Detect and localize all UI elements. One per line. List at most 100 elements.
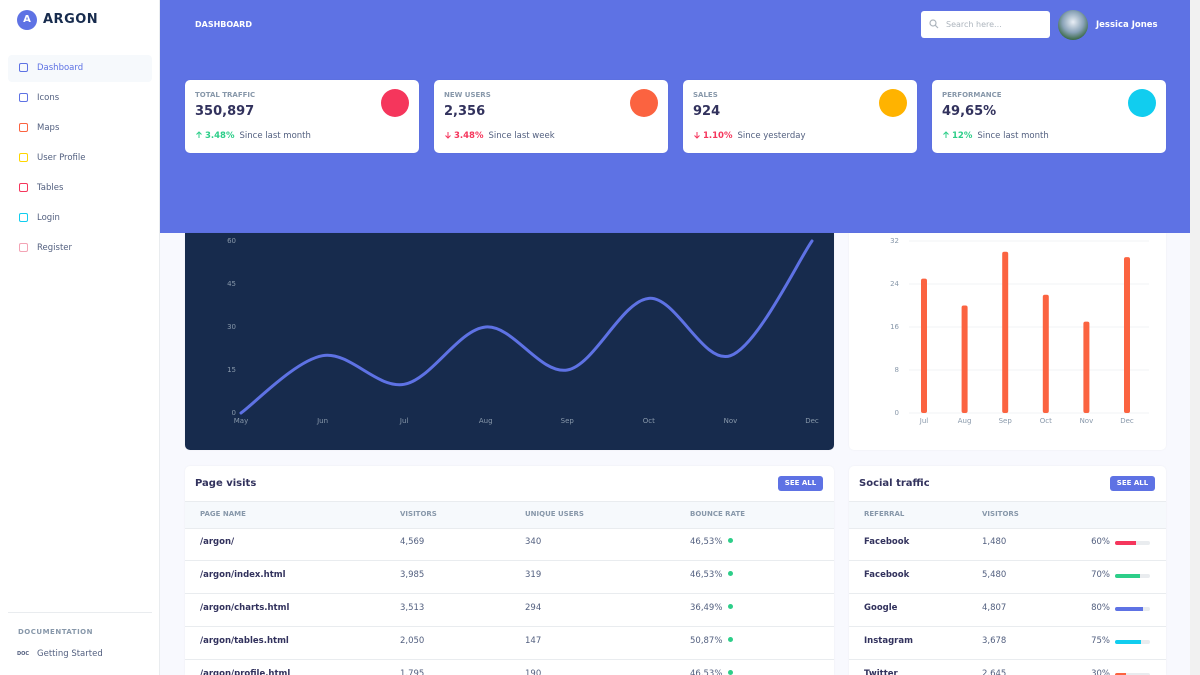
nav-label: User Profile — [37, 153, 86, 163]
line-chart: 0 15 30 45 60 May Jun Jul Aug Sep Oct Nov Dec — [227, 237, 819, 425]
trend-arrow — [694, 132, 700, 139]
x-tick-label: Aug — [479, 417, 493, 425]
table-cell: 46,53% — [690, 669, 734, 675]
nav-item[interactable]: Icons — [8, 85, 152, 112]
y-tick-label: 60 — [227, 237, 236, 245]
cell-text: /argon/tables.html — [200, 636, 289, 646]
progress-track — [1115, 574, 1150, 578]
stat-value: 49,65% — [942, 104, 997, 119]
user-name[interactable]: Jessica Jones — [1096, 20, 1158, 30]
x-tick-label: Jun — [316, 417, 328, 425]
visitors: 4,807 — [982, 603, 1007, 613]
avatar[interactable] — [1058, 10, 1088, 40]
table-cell: 3,985 — [400, 570, 424, 580]
stat-card: SALES 924 1.10% Since yesterday — [683, 80, 917, 153]
y-tick-label: 0 — [895, 409, 899, 417]
visitors: 2,645 — [982, 669, 1007, 675]
cell-text: 319 — [525, 570, 542, 580]
scrollbar[interactable] — [1190, 0, 1200, 675]
line-series — [239, 239, 814, 415]
stat-change: 1.10% Since yesterday — [693, 131, 805, 141]
table-cell: /argon/ — [200, 537, 234, 547]
status-dot — [728, 604, 734, 609]
trend-arrow — [196, 131, 202, 138]
bar — [1002, 251, 1009, 413]
docs-link[interactable]: Getting Started — [37, 649, 103, 659]
row-divider — [185, 560, 834, 561]
bar — [1042, 294, 1049, 413]
y-tick-label: 45 — [227, 280, 236, 288]
nav-label: Maps — [37, 123, 60, 133]
nav-item[interactable]: Maps — [8, 115, 152, 142]
referral: Instagram — [864, 636, 913, 646]
stat-note: Since last week — [488, 131, 555, 141]
table-cell: 190 — [525, 669, 541, 675]
stat-value: 2,356 — [444, 104, 486, 119]
row-divider — [185, 626, 834, 627]
docs-heading: DOCUMENTATION — [18, 628, 93, 636]
progress-bar — [1115, 574, 1140, 578]
cell-text: /argon/index.html — [200, 570, 286, 580]
social-traffic-card: Social traffic SEE ALL REFERRAL VISITORS Fac… — [849, 466, 1166, 675]
arrow — [196, 131, 202, 138]
table-cell: /argon/tables.html — [200, 636, 289, 646]
share-label: 80% — [1091, 603, 1110, 613]
brand[interactable]: ARGON — [43, 12, 99, 27]
search-icon — [929, 19, 939, 29]
stat-title: PERFORMANCE — [942, 91, 1002, 99]
stat-icon — [879, 89, 907, 117]
x-tick-label: Aug — [958, 417, 972, 425]
stat-change-value: 12% — [952, 131, 973, 141]
row-divider — [849, 626, 1166, 627]
column-header: VISITORS — [982, 510, 1019, 518]
table-cell: 2,050 — [400, 636, 424, 646]
row-divider — [849, 593, 1166, 594]
table-header: REFERRAL VISITORS — [849, 501, 1166, 529]
see-all-button[interactable]: SEE ALL — [778, 476, 823, 491]
visitors: 3,678 — [982, 636, 1007, 646]
y-tick-label: 15 — [227, 366, 236, 374]
stat-value: 350,897 — [195, 104, 255, 119]
arrow — [694, 132, 700, 139]
cell-text: 3,985 — [400, 570, 425, 580]
referral: Facebook — [864, 537, 910, 547]
nav-item[interactable]: Dashboard — [8, 55, 152, 82]
bar — [1124, 257, 1130, 413]
y-tick-label: 16 — [890, 323, 899, 331]
visitors: 5,480 — [982, 570, 1007, 580]
nav-label: Tables — [37, 183, 64, 193]
table-cell: 319 — [525, 570, 541, 580]
nav-item[interactable]: Login — [8, 205, 152, 232]
progress-track — [1115, 541, 1150, 545]
table-cell: 50,87% — [690, 636, 734, 646]
progress-bar — [1115, 640, 1142, 644]
nav-item[interactable]: Register — [8, 235, 152, 262]
x-tick-label: Jul — [399, 417, 409, 425]
cell-text: 190 — [525, 669, 542, 675]
x-tick-label: Nov — [1080, 417, 1094, 425]
search-placeholder: Search here... — [946, 20, 1002, 29]
nav-item[interactable]: Tables — [8, 175, 152, 202]
see-all-button[interactable]: SEE ALL — [1110, 476, 1155, 491]
stat-icon — [1128, 89, 1156, 117]
line-chart-card: 0 15 30 45 60 May Jun Jul Aug Sep Oct Nov Dec — [185, 233, 834, 450]
column-header: UNIQUE USERS — [525, 510, 584, 518]
nav-item[interactable]: User Profile — [8, 145, 152, 172]
progress-bar — [1115, 541, 1136, 545]
x-tick-label: Nov — [724, 417, 738, 425]
cell-text: 36,49% — [690, 603, 723, 613]
nav-label: Login — [37, 213, 60, 223]
brand-icon: A — [17, 10, 37, 30]
divider — [8, 612, 152, 613]
search-box[interactable]: Search here... — [921, 11, 1050, 38]
x-tick-label: May — [234, 417, 248, 425]
x-tick-label: Sep — [999, 417, 1013, 425]
table-cell: /argon/charts.html — [200, 603, 289, 613]
stat-change: 3.48% Since last week — [444, 131, 555, 141]
y-tick-label: 24 — [890, 280, 899, 288]
y-tick-label: 8 — [895, 366, 899, 374]
table-cell: /argon/index.html — [200, 570, 286, 580]
cell-text: 2,050 — [400, 636, 425, 646]
table-title: Social traffic — [859, 478, 930, 489]
